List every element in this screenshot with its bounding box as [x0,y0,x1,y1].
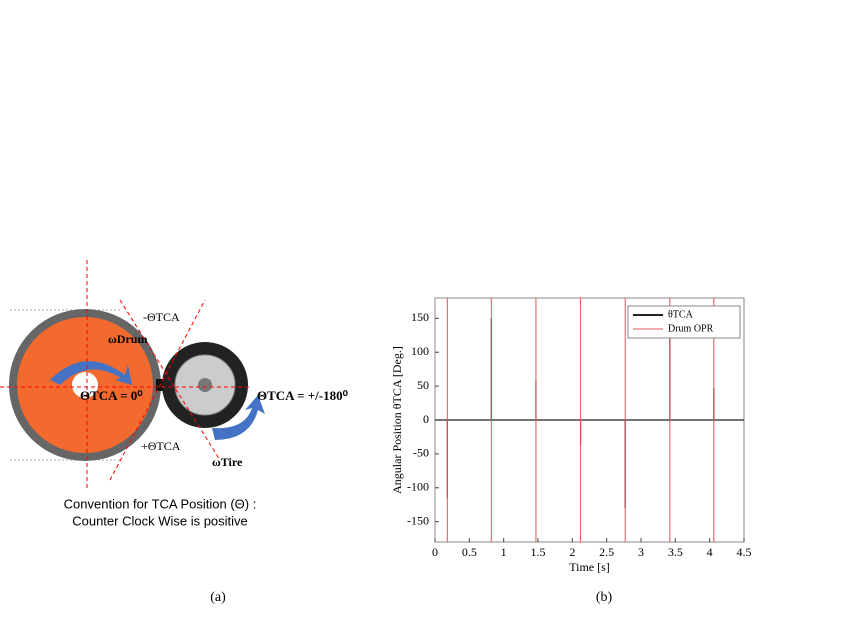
wheel-hub [198,378,212,392]
y-tick-label: -50 [413,446,429,460]
label: +ΘTCA [141,439,181,453]
chart: 0 0.5 1 1.5 2 2.5 3 3.5 4 4.5 -150 -100 -50 0 50 100 150… [390,297,752,574]
label: ΘTCA = 0⁰ [80,388,143,403]
y-tick-label: -100 [407,480,429,494]
y-tick-label: 100 [411,344,429,358]
x-tick-label: 0.5 [462,545,477,559]
caption: Counter Clock Wise is positive [72,513,248,528]
label: ωDrum [108,332,147,346]
diagram: ωDrum ΘTCA = 0⁰ -ΘTCA +ΘTCA ΘTCA = +/-18… [0,260,349,528]
legend-box [627,305,741,339]
label: -ΘTCA [143,310,180,324]
x-tick-label: 1.5 [531,545,546,559]
y-tick-label: 150 [411,310,429,324]
y-tick-label: -150 [407,513,429,527]
x-tick-label: 4.5 [737,545,752,559]
x-tick-label: 2.5 [599,545,614,559]
x-tick-label: 2 [569,545,575,559]
legend-label: θTCA [668,309,694,320]
y-tick-label: 50 [417,378,429,392]
caption: (b) [596,590,613,605]
y-tick-label: 0 [423,412,429,426]
x-tick-label: 4 [707,545,713,559]
x-tick-label: 0 [432,545,438,559]
axis-line [119,299,221,461]
x-tick-label: 3 [638,545,644,559]
caption: (a) [210,590,226,605]
x-tick-label: 3.5 [668,545,683,559]
x-tick-label: 1 [501,545,507,559]
label: ΘTCA = +/-180⁰ [257,388,349,403]
caption: Convention for TCA Position (Θ) : [64,496,257,511]
y-axis-label: Angular Position θTCA [Deg.] [390,346,404,494]
tire-arrow [212,395,265,440]
label: ωTire [212,455,243,469]
legend-label: Drum OPR [668,323,714,334]
drum-arrow [50,361,132,385]
drum-hub [72,372,98,398]
axis-line [109,299,206,481]
x-axis-label: Time [s] [569,560,610,574]
